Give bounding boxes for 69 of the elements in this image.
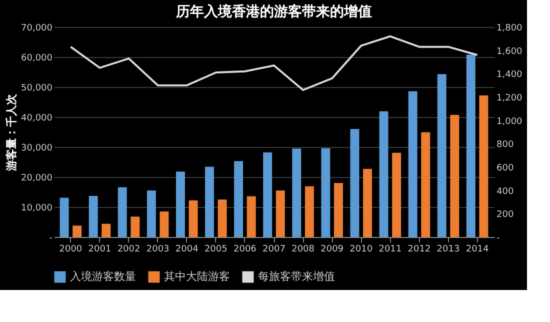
- x-tick-label: 2006: [234, 244, 257, 254]
- y2-tick-label: 600: [496, 164, 514, 174]
- x-tick-label: 2007: [262, 244, 286, 254]
- x-tick-label: 2002: [117, 244, 140, 254]
- bar: [205, 166, 214, 237]
- bar: [466, 54, 476, 237]
- x-tick-label: 2011: [378, 244, 402, 254]
- bar: [102, 224, 111, 237]
- y-tick-label: -: [49, 234, 52, 244]
- bar: [334, 183, 343, 237]
- legend-label: 每旅客带来增值: [258, 270, 335, 283]
- bar: [218, 200, 227, 237]
- bar: [188, 200, 198, 237]
- y2-tick-label: 1,400: [496, 70, 523, 80]
- bar: [130, 216, 140, 237]
- x-tick-label: 2013: [436, 244, 460, 254]
- x-tick-label: 2014: [466, 244, 490, 254]
- y-tick-label: 30,000: [21, 144, 53, 154]
- bar: [263, 152, 272, 237]
- y2-tick-label: 1,600: [496, 46, 523, 57]
- y-tick-label: 50,000: [21, 84, 53, 94]
- bar: [276, 190, 285, 237]
- y-tick-label: 60,000: [21, 54, 53, 64]
- x-tick-label: 2010: [350, 244, 373, 254]
- bar: [350, 129, 360, 237]
- bar: [450, 114, 460, 237]
- bar: [234, 161, 244, 237]
- x-tick-label: 2003: [146, 244, 170, 254]
- bar: [392, 152, 402, 237]
- bar: [176, 172, 185, 237]
- y-tick-label: 10,000: [21, 204, 53, 214]
- bar: [72, 226, 82, 237]
- bar: [160, 212, 169, 237]
- y2-tick-label: -: [496, 234, 500, 244]
- y2-tick-label: 200: [496, 210, 514, 220]
- x-tick-label: 2000: [59, 244, 82, 254]
- x-tick-label: 2004: [175, 244, 199, 254]
- y-axis-title: 游客量：千人次: [5, 93, 18, 172]
- y2-tick-label: 1,800: [496, 24, 523, 34]
- line-series: [70, 35, 478, 91]
- bar: [379, 111, 388, 237]
- bar: [292, 148, 302, 237]
- legend-label: 入境游客数量: [70, 270, 136, 283]
- bar: [321, 148, 330, 237]
- x-tick-label: 2009: [320, 244, 344, 254]
- y2-tick-label: 800: [496, 140, 514, 150]
- bar: [304, 186, 314, 237]
- bar: [60, 198, 69, 237]
- x-tick-label: 2001: [88, 244, 112, 254]
- y2-tick-label: 1,200: [496, 94, 523, 104]
- chart-title: 历年入境香港的游客带来的增值: [175, 3, 372, 20]
- y-tick-label: 70,000: [21, 24, 53, 34]
- legend-label: 其中大陆游客: [164, 270, 230, 283]
- bar: [246, 196, 256, 237]
- y2-tick-label: 1,000: [496, 116, 523, 127]
- bar: [479, 95, 488, 237]
- bar: [437, 74, 446, 237]
- y-tick-label: 20,000: [21, 174, 53, 184]
- bar: [88, 196, 98, 237]
- x-tick-label: 2008: [292, 244, 315, 254]
- bar: [408, 91, 418, 237]
- bar: [421, 132, 430, 237]
- x-tick-label: 2005: [204, 244, 228, 254]
- bar: [146, 190, 156, 237]
- x-tick-label: 2012: [408, 244, 431, 254]
- y2-tick-label: 400: [496, 186, 514, 197]
- bar: [363, 168, 372, 237]
- bar: [118, 187, 127, 237]
- y-tick-label: 40,000: [21, 114, 53, 124]
